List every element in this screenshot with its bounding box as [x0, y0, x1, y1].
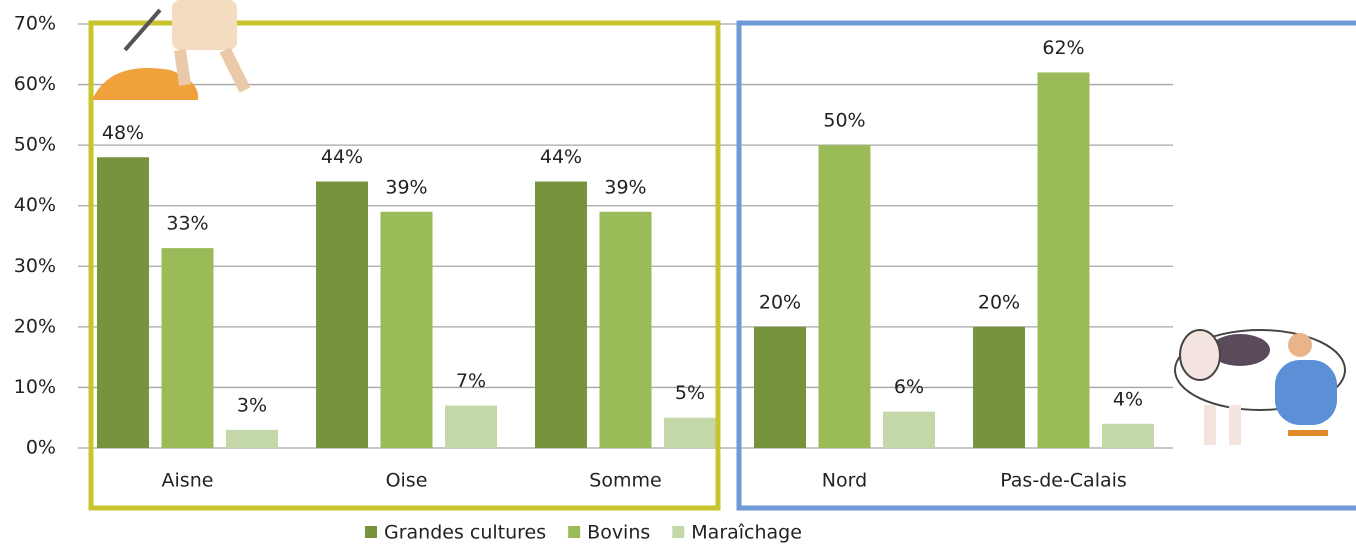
bar	[535, 181, 587, 448]
value-label: 7%	[456, 370, 486, 392]
value-label: 39%	[385, 176, 427, 198]
bar	[445, 405, 497, 448]
value-label: 4%	[1113, 388, 1143, 410]
value-label: 20%	[978, 291, 1020, 313]
bar	[1102, 423, 1154, 448]
milker-illustration	[1275, 360, 1337, 425]
value-label: 44%	[540, 146, 582, 168]
x-tick-label: Oise	[386, 470, 428, 492]
value-label: 48%	[102, 122, 144, 144]
pitchfork	[123, 8, 162, 52]
bar	[226, 429, 278, 448]
y-tick-label: 60%	[14, 73, 56, 95]
milker-head	[1288, 333, 1312, 357]
value-label: 6%	[894, 376, 924, 398]
value-label: 39%	[604, 176, 646, 198]
value-label: 20%	[759, 291, 801, 313]
bar	[97, 157, 149, 448]
y-tick-label: 30%	[14, 255, 56, 277]
bar	[599, 211, 652, 448]
legend-label: Maraîchage	[691, 522, 802, 544]
decorations	[88, 0, 1356, 511]
bar	[316, 181, 368, 448]
x-tick-label: Aisne	[162, 470, 214, 492]
value-label: 44%	[321, 146, 363, 168]
cow-spot	[1210, 334, 1270, 366]
value-label: 5%	[675, 382, 705, 404]
bar	[754, 326, 806, 448]
farmer-illustration	[172, 0, 237, 50]
cow-head	[1179, 329, 1221, 381]
bar	[818, 145, 871, 448]
y-tick-label: 70%	[14, 13, 56, 35]
legend-label: Grandes cultures	[384, 522, 546, 544]
y-tick-label: 20%	[14, 315, 56, 337]
bar	[973, 326, 1025, 448]
bar	[664, 417, 716, 448]
bar	[380, 211, 433, 448]
legend-swatch	[568, 526, 581, 538]
legend-label: Bovins	[587, 522, 650, 544]
y-tick-label: 40%	[14, 194, 56, 216]
value-label: 3%	[237, 394, 267, 416]
x-tick-label: Somme	[589, 470, 661, 492]
y-tick-label: 10%	[14, 376, 56, 398]
y-tick-label: 50%	[14, 134, 56, 156]
value-label: 33%	[166, 213, 208, 235]
legend-swatch	[365, 526, 377, 538]
stool	[1288, 430, 1328, 436]
farmer-legs	[174, 47, 251, 93]
value-label: 50%	[823, 110, 865, 132]
bar	[161, 248, 214, 448]
x-tick-label: Nord	[822, 470, 867, 492]
bar	[883, 411, 935, 448]
group-box	[88, 20, 721, 511]
cow-legs	[1204, 405, 1241, 445]
value-label: 62%	[1042, 37, 1084, 59]
y-tick-label: 0%	[26, 437, 56, 459]
legend-swatch	[672, 526, 685, 538]
bar	[1037, 72, 1090, 448]
hay-illustration	[92, 68, 199, 100]
group-box	[736, 20, 1356, 511]
x-tick-label: Pas-de-Calais	[1000, 470, 1127, 492]
